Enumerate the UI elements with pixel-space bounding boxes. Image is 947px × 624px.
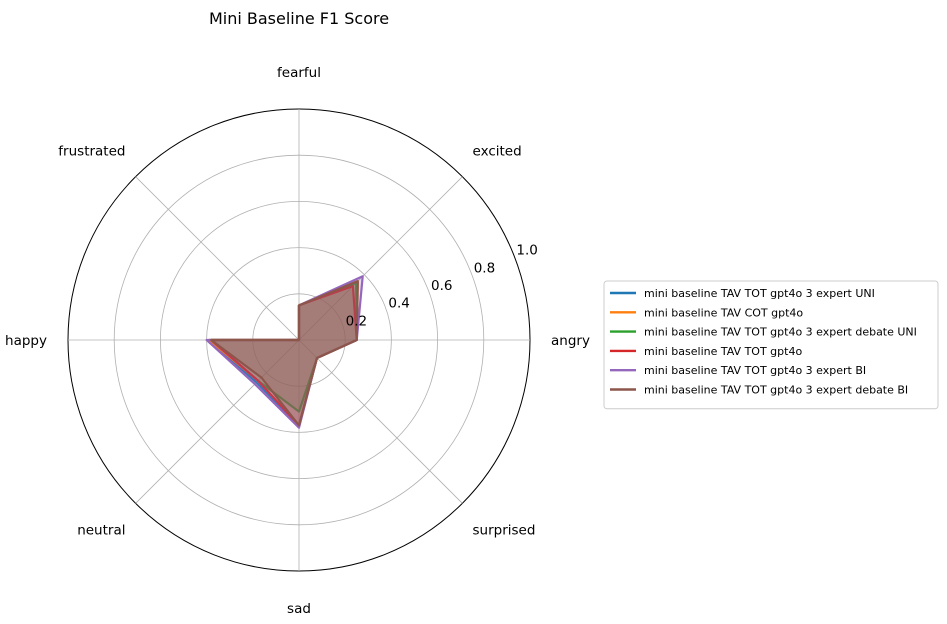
category-labels: angry excited fearful frustrated happy neutra… <box>5 65 590 617</box>
grid-spoke <box>298 339 463 504</box>
radial-tick-label: 0.6 <box>431 278 452 294</box>
legend-label: mini baseline TAV TOT gpt4o <box>644 345 802 358</box>
legend-label: mini baseline TAV TOT gpt4o 3 expert deb… <box>644 326 917 339</box>
legend-label: mini baseline TAV TOT gpt4o 3 expert deb… <box>644 384 908 397</box>
grid-spoke <box>135 176 300 341</box>
category-label: fearful <box>277 65 321 81</box>
grid-spoke <box>135 339 300 504</box>
legend-label: mini baseline TAV COT gpt4o <box>644 306 803 319</box>
chart-title: Mini Baseline F1 Score <box>209 9 389 28</box>
legend-box <box>603 280 939 410</box>
radial-tick-label: 0.8 <box>474 260 495 276</box>
category-label: happy <box>5 333 47 349</box>
category-label: neutral <box>77 523 125 539</box>
legend-label: mini baseline TAV TOT gpt4o 3 expert BI <box>644 364 866 377</box>
radial-tick-label: 1.0 <box>516 243 537 259</box>
legend-label: mini baseline TAV TOT gpt4o 3 expert UNI <box>644 287 875 300</box>
category-label: surprised <box>473 523 536 539</box>
category-label: sad <box>287 601 311 617</box>
grid-spoke <box>298 176 463 341</box>
category-label: angry <box>551 333 590 349</box>
radar-series <box>205 275 364 429</box>
radial-tick-label: 0.4 <box>388 296 409 312</box>
legend: mini baseline TAV TOT gpt4o 3 expert UNI… <box>603 280 939 410</box>
radial-tick-label: 0.2 <box>346 313 367 329</box>
radial-tick-labels: 0.2 0.4 0.6 0.8 1.0 <box>346 243 538 330</box>
category-label: frustrated <box>58 143 125 159</box>
series-polygon <box>210 280 359 427</box>
radar-grid <box>67 108 531 572</box>
category-label: excited <box>473 143 522 159</box>
